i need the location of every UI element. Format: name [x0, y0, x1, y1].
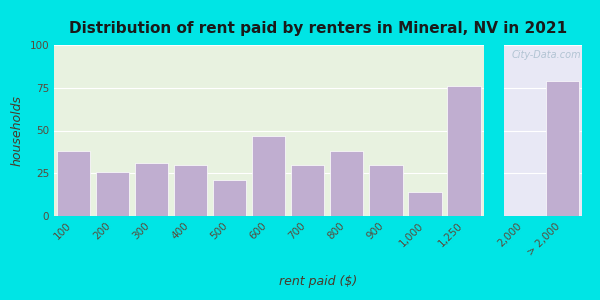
- Bar: [370, 165, 403, 216]
- Bar: [409, 192, 442, 216]
- Bar: [448, 86, 481, 216]
- Bar: [213, 180, 247, 216]
- Bar: [546, 81, 579, 216]
- Text: rent paid ($): rent paid ($): [279, 275, 357, 288]
- Text: Distribution of rent paid by renters in Mineral, NV in 2021: Distribution of rent paid by renters in …: [69, 21, 567, 36]
- Text: City-Data.com: City-Data.com: [512, 50, 581, 60]
- Bar: [135, 163, 168, 216]
- Bar: [252, 136, 286, 216]
- Y-axis label: households: households: [11, 95, 24, 166]
- Bar: [331, 151, 364, 216]
- Bar: [96, 172, 129, 216]
- Bar: [57, 151, 90, 216]
- Bar: [291, 165, 325, 216]
- Bar: [174, 165, 207, 216]
